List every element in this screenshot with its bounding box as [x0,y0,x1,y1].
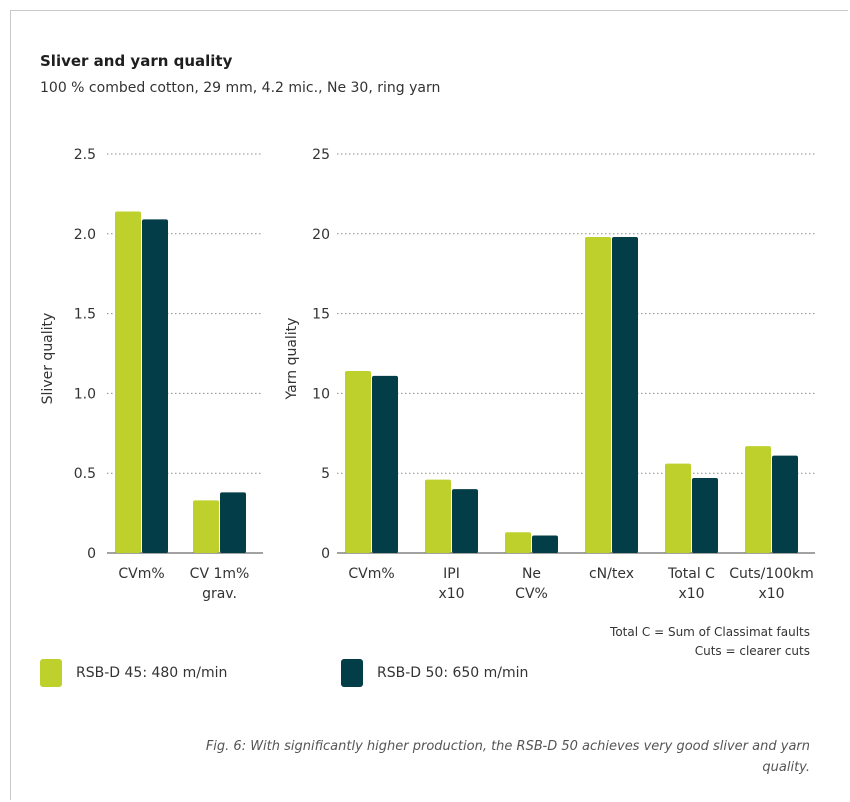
yarn-bar [505,532,531,553]
yarn-bar [665,463,691,553]
yarn-tick-label: 15 [312,307,330,323]
yarn-tick-label: 20 [312,227,330,243]
sliver-bar [142,219,168,553]
yarn-bar [425,479,451,553]
yarn-bar [772,455,798,553]
legend-item-rsb-d45: RSB-D 45: 480 m/min [40,659,227,687]
chart-title: Sliver and yarn quality [40,52,233,70]
legend-label-rsb-d50: RSB-D 50: 650 m/min [377,665,529,681]
yarn-category-label: x10 [438,586,464,602]
yarn-tick-label: 0 [321,546,330,562]
sliver-tick-label: 0 [87,546,96,562]
sliver-tick-label: 2.0 [74,227,96,243]
sliver-bar [220,492,246,553]
yarn-bar [585,236,611,553]
sliver-tick-label: 0.5 [74,466,96,482]
sliver-bar [193,500,219,553]
legend-swatch-rsb-d45 [40,659,62,687]
yarn-bar [532,535,558,553]
sliver-bar [115,211,141,553]
figure-caption: Fig. 6: With significantly higher produc… [205,739,810,775]
legend-item-rsb-d50: RSB-D 50: 650 m/min [341,659,528,687]
yarn-tick-label: 10 [312,386,330,402]
yarn-category-label: CVm% [348,566,394,582]
yarn-category-label: Total C [667,566,715,582]
legend-label-rsb-d45: RSB-D 45: 480 m/min [76,665,228,681]
figure-frame [10,10,848,800]
sliver-category-label: grav. [202,586,237,602]
yarn-bar [692,477,718,553]
yarn-bar [612,236,638,553]
yarn-bar [745,446,771,553]
yarn-tick-label: 25 [312,147,330,163]
sliver-tick-label: 2.5 [74,147,96,163]
yarn-category-label: IPI [443,566,460,582]
yarn-category-label: x10 [758,586,784,602]
sliver-tick-label: 1.5 [74,307,96,323]
sliver-category-label: CV 1m% [190,566,250,582]
note-cuts: Cuts = clearer cuts [694,644,810,658]
yarn-category-label: cN/tex [589,566,634,582]
sliver-category-label: CVm% [118,566,164,582]
sliver-tick-label: 1.0 [74,386,96,402]
yarn-bar [345,371,371,553]
sliver-y-axis-label: Sliver quality [40,313,56,405]
yarn-y-axis-label: Yarn quality [284,318,300,401]
chart-subtitle: 100 % combed cotton, 29 mm, 4.2 mic., Ne… [40,80,441,96]
yarn-category-label: Cuts/100km [729,566,814,582]
yarn-category-label: Ne [522,566,541,582]
yarn-bar [452,489,478,553]
yarn-tick-label: 5 [321,466,330,482]
legend-swatch-rsb-d50 [341,659,363,687]
yarn-category-label: x10 [678,586,704,602]
note-total-c: Total C = Sum of Classimat faults [610,625,810,639]
yarn-bar [372,375,398,553]
yarn-category-label: CV% [515,586,548,602]
